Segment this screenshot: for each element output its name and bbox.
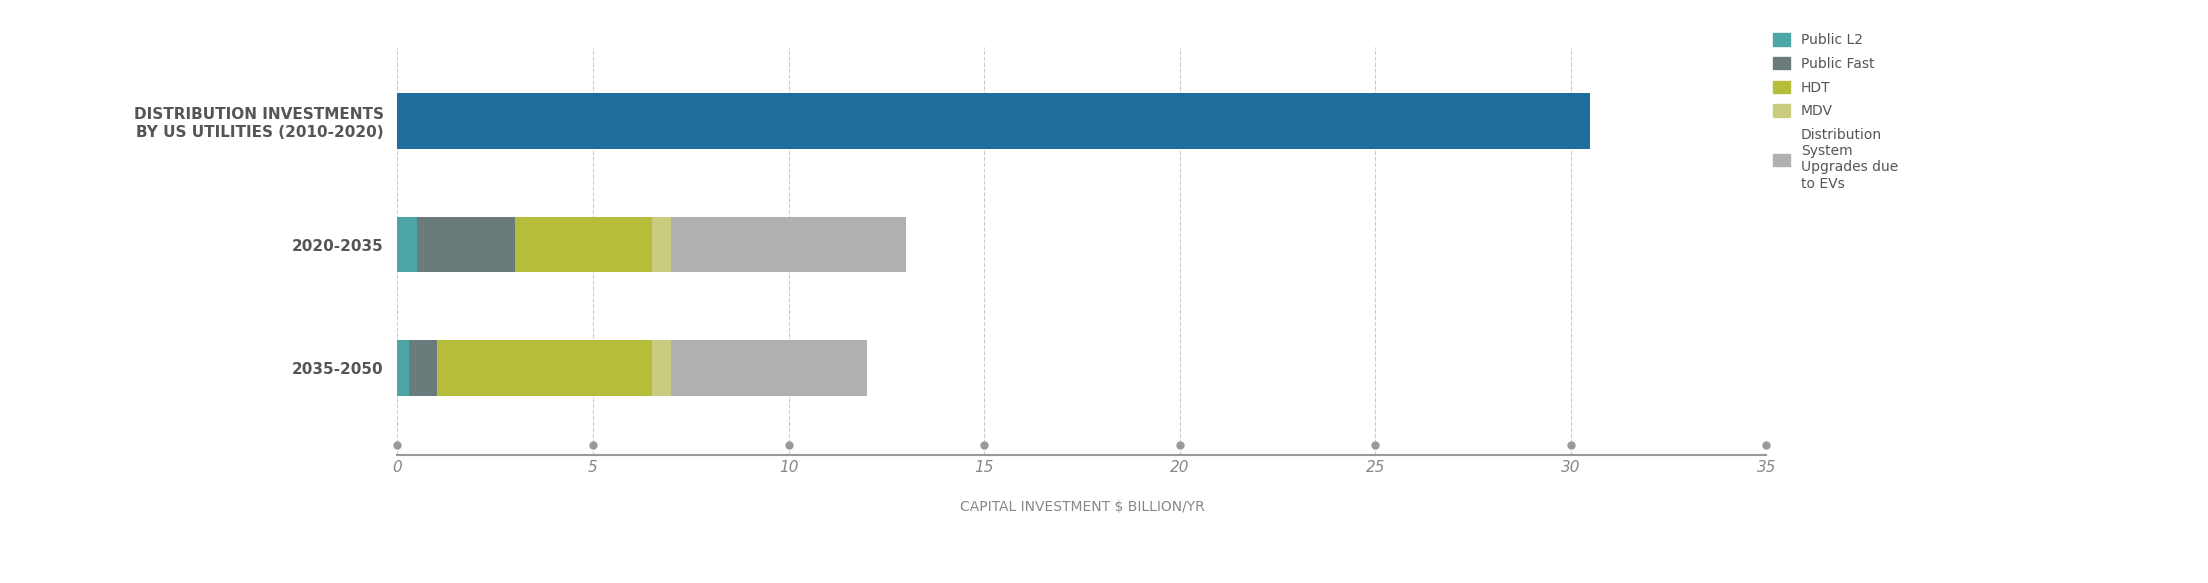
Bar xyxy=(397,93,1590,149)
Bar xyxy=(417,217,514,272)
Bar xyxy=(671,217,905,272)
Bar xyxy=(408,340,437,396)
Legend: Public L2, Public Fast, HDT, MDV, Distribution
System
Upgrades due
to EVs: Public L2, Public Fast, HDT, MDV, Distri… xyxy=(1773,33,1899,191)
Bar xyxy=(397,217,417,272)
Bar xyxy=(671,340,868,396)
Bar xyxy=(514,217,651,272)
Bar xyxy=(397,340,408,396)
Bar xyxy=(651,217,671,272)
Bar xyxy=(651,340,671,396)
X-axis label: CAPITAL INVESTMENT $ BILLION/YR: CAPITAL INVESTMENT $ BILLION/YR xyxy=(960,500,1203,514)
Bar xyxy=(437,340,651,396)
